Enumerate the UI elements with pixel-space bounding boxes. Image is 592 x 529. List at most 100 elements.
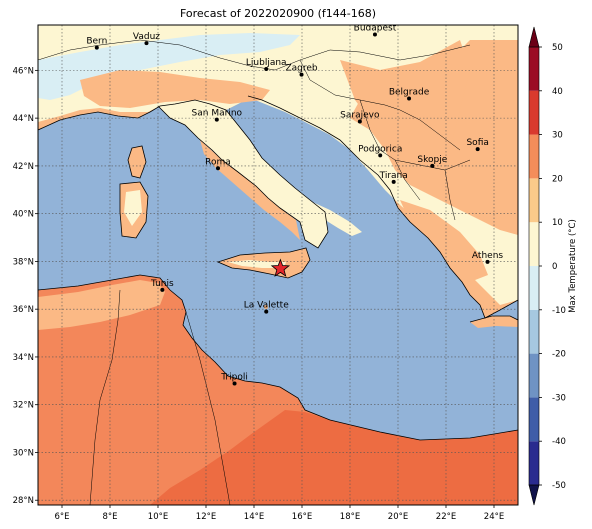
city-dot xyxy=(391,179,396,184)
colorbar-bin xyxy=(529,90,539,135)
city-dot xyxy=(357,119,362,124)
colorbar-tick-label: 20 xyxy=(552,174,563,184)
city-dot xyxy=(430,163,435,168)
corsica xyxy=(128,146,146,178)
colorbar-bin xyxy=(529,353,539,398)
city-dot xyxy=(485,259,490,264)
sardinia-cold xyxy=(124,190,142,226)
city-label: Zagreb xyxy=(285,64,317,74)
malta xyxy=(264,305,268,309)
po-valley-warm xyxy=(80,70,270,108)
city-label: Podgorica xyxy=(358,144,402,154)
colorbar-bin xyxy=(529,222,539,266)
lon-tick-label: 12°E xyxy=(196,512,216,522)
city-dot xyxy=(144,41,149,46)
italy xyxy=(158,100,328,248)
coastline-africa xyxy=(38,274,518,441)
lat-tick-label: 28°N xyxy=(13,496,34,506)
lat-tick-label: 30°N xyxy=(13,448,34,458)
lon-tick-label: 16°E xyxy=(292,512,312,522)
colorbar-label: Max Temperature (°C) xyxy=(568,219,578,313)
city-label: Ljubljana xyxy=(246,58,287,68)
city-dot xyxy=(372,32,377,37)
lon-tick-label: 8°E xyxy=(102,512,117,522)
colorbar-tick-label: -50 xyxy=(552,481,566,491)
italy-warm-west xyxy=(200,140,300,240)
city-label: Belgrade xyxy=(389,88,430,98)
city-label: Sarajevo xyxy=(340,110,380,120)
map-title: Forecast of 2022020900 (f144-168) xyxy=(179,7,377,20)
colorbar-tick-label: -40 xyxy=(552,437,566,447)
lon-tick-label: 18°E xyxy=(340,512,360,522)
colorbar-bin xyxy=(529,266,539,310)
lon-tick-label: 10°E xyxy=(148,512,168,522)
colorbar-tick-label: 10 xyxy=(552,218,563,228)
colorbar-over-triangle xyxy=(528,26,540,48)
lon-tick-label: 24°E xyxy=(484,512,504,522)
colorbar-tick-label: 0 xyxy=(552,262,557,272)
national-borders xyxy=(38,39,471,505)
city-dot xyxy=(299,72,304,77)
lat-tick-label: 40°N xyxy=(13,210,34,220)
lon-tick-label: 20°E xyxy=(388,512,408,522)
city-label: Tirana xyxy=(379,171,408,181)
colorbar-bin xyxy=(529,178,539,223)
colorbar-tick-label: -30 xyxy=(552,393,566,403)
city-label: Tunis xyxy=(150,279,174,289)
city-label: Vaduz xyxy=(133,32,160,42)
city-dot xyxy=(264,309,269,314)
gridlines xyxy=(38,25,518,505)
lon-tick-label: 6°E xyxy=(54,512,69,522)
coastline-adriatic xyxy=(247,95,518,319)
lat-tick-label: 46°N xyxy=(13,66,34,76)
city-label: Athens xyxy=(472,251,503,261)
balkan-warm xyxy=(340,40,470,180)
lon-tick-label: 22°E xyxy=(436,512,456,522)
city-label: Bern xyxy=(86,37,107,47)
city-dot xyxy=(160,287,165,292)
alps-snow xyxy=(38,33,300,100)
city-dot xyxy=(475,147,480,152)
city-label: Roma xyxy=(205,157,231,167)
colorbar-under-triangle xyxy=(528,484,540,506)
city-dot xyxy=(94,45,99,50)
lat-tick-label: 38°N xyxy=(13,257,34,267)
city-label: Skopje xyxy=(417,155,447,165)
colorbar-tick-label: -20 xyxy=(552,350,566,360)
hot-desert xyxy=(150,410,518,505)
colorbar-bin xyxy=(529,397,539,442)
city-dot xyxy=(264,66,269,71)
city-label: Sofia xyxy=(466,138,488,148)
lat-tick-label: 42°N xyxy=(13,162,34,172)
africa-coastal-mild xyxy=(38,280,165,330)
city-dot xyxy=(216,166,220,171)
map-frame xyxy=(37,24,519,506)
coastline-italy xyxy=(38,99,329,249)
city-dot xyxy=(378,153,383,158)
lon-tick-label: 14°E xyxy=(244,512,264,522)
lat-tick-label: 44°N xyxy=(13,114,34,124)
colorbar-tick-label: 30 xyxy=(552,131,563,141)
colorbar: -50 -40 -30 -20 -10 0 10 20 30 40 50 xyxy=(528,26,566,506)
city-label: Tripoli xyxy=(220,372,248,382)
colorbar-bin xyxy=(529,47,539,91)
lat-axis: 28°N 30°N 32°N 34°N 36°N 38°N 40°N 42°N 44°N 46°N xyxy=(13,66,38,506)
city-dot xyxy=(407,96,412,101)
lat-tick-label: 32°N xyxy=(13,401,34,411)
city-label: La Valette xyxy=(244,301,289,311)
city-dot xyxy=(232,381,237,386)
colorbar-bin xyxy=(529,134,539,179)
colorbar-tick-label: 50 xyxy=(552,43,563,53)
colorbar-tick-label: 40 xyxy=(552,87,563,97)
city-dot xyxy=(214,117,219,122)
city-label: San Marino xyxy=(192,109,243,119)
lon-axis: 6°E 8°E 10°E 12°E 14°E 16°E 18°E 20°E 22°E 24°E xyxy=(54,505,504,522)
forecast-point-star-icon xyxy=(270,258,291,277)
lat-tick-label: 36°N xyxy=(13,305,34,315)
lat-tick-label: 34°N xyxy=(13,353,34,363)
colorbar-bin xyxy=(529,441,539,485)
colorbar-tick-label: -10 xyxy=(552,306,566,316)
